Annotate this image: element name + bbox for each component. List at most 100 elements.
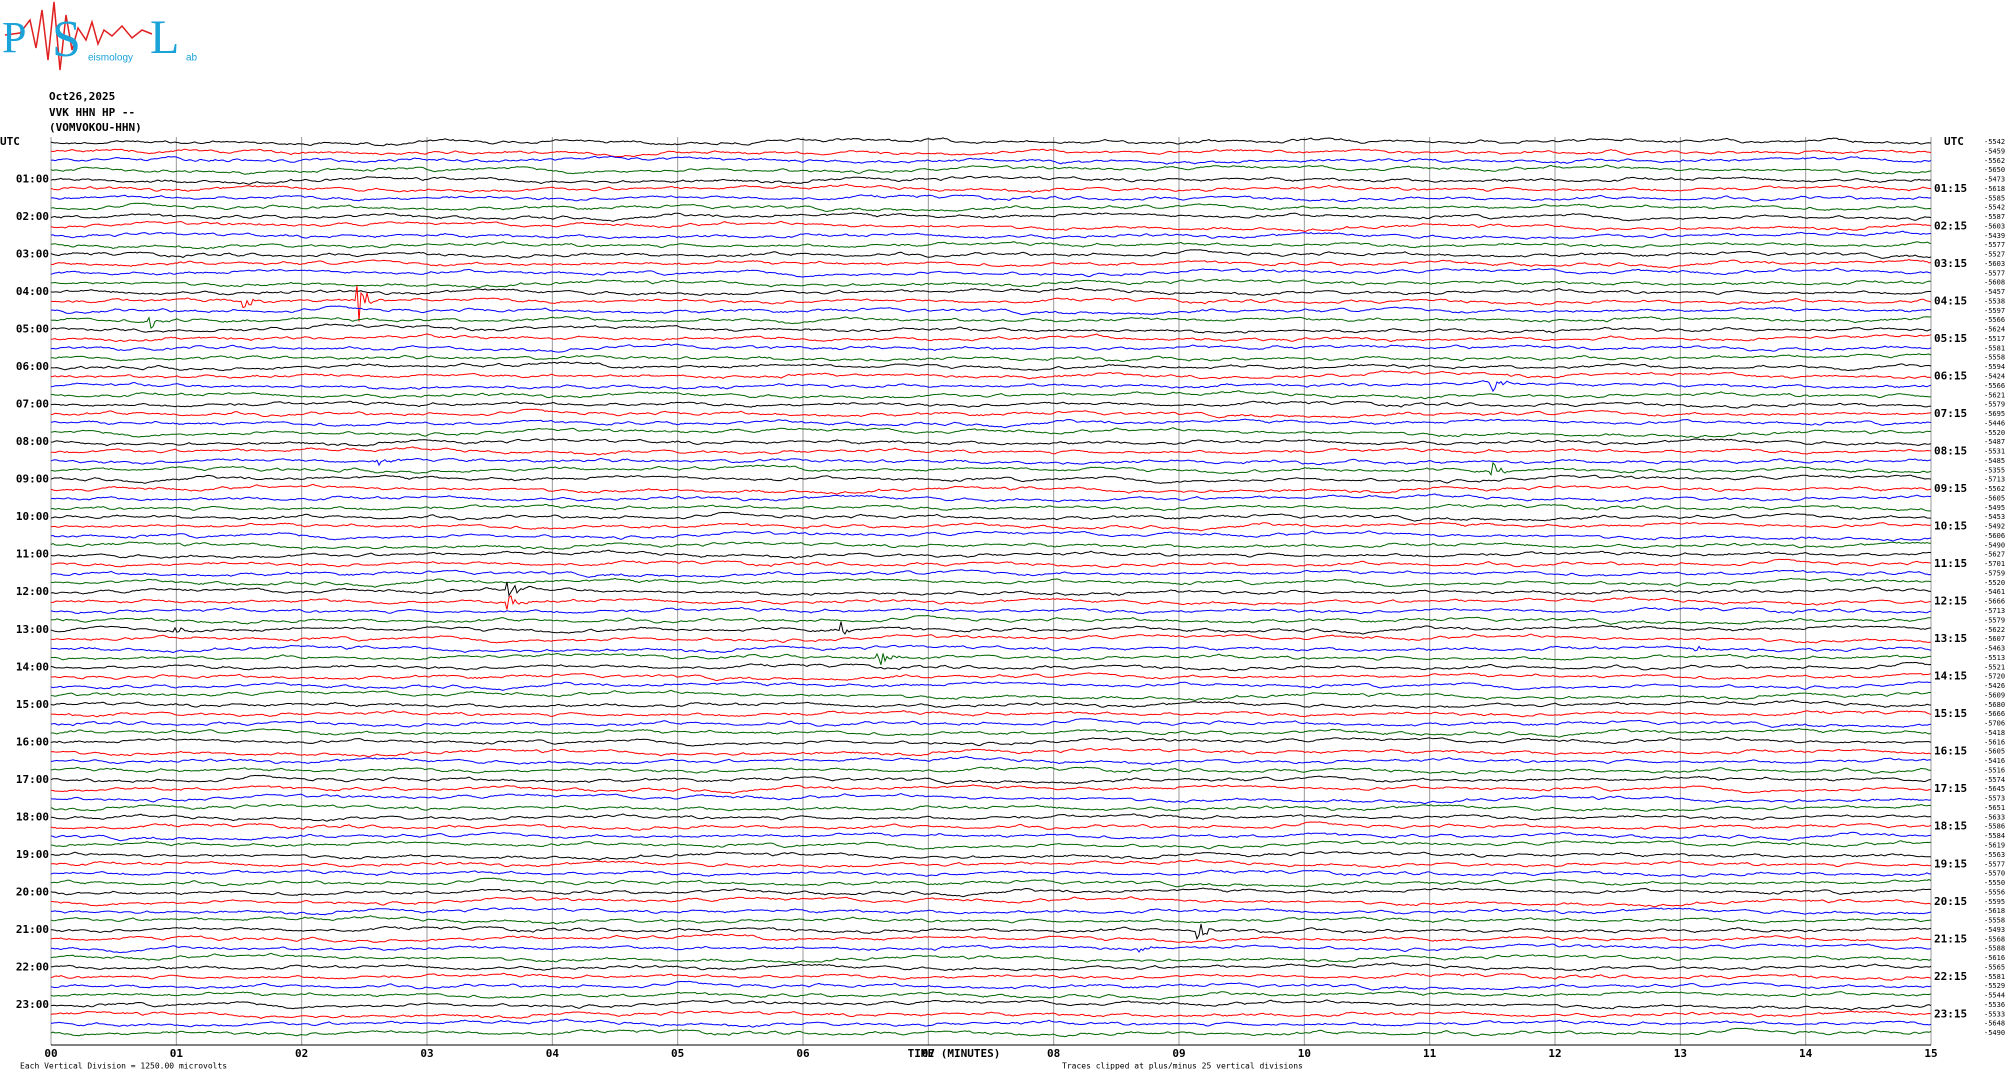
hour-label: 07:00 bbox=[16, 398, 49, 411]
trace-offset: -5577 bbox=[1984, 269, 2005, 277]
trace-offset: -5562 bbox=[1984, 157, 2005, 165]
trace bbox=[50, 952, 1932, 964]
x-tick-label: 06 bbox=[796, 1047, 810, 1060]
trace-offset: -5565 bbox=[1984, 963, 2005, 971]
trace-offset: -5607 bbox=[1984, 635, 2005, 643]
trace bbox=[50, 530, 1932, 542]
trace bbox=[50, 907, 1932, 916]
trace bbox=[50, 766, 1931, 775]
trace bbox=[50, 718, 1932, 728]
trace-offset: -5651 bbox=[1984, 804, 2005, 812]
trace-offset: -5606 bbox=[1984, 532, 2005, 540]
trace-offset: -5594 bbox=[1984, 363, 2005, 371]
trace bbox=[50, 614, 1931, 625]
trace bbox=[50, 792, 1932, 805]
trace-offset: -5573 bbox=[1984, 795, 2005, 803]
hour-label: 18:00 bbox=[16, 810, 49, 823]
trace-offset: -5520 bbox=[1984, 579, 2005, 587]
trace bbox=[50, 194, 1932, 203]
trace bbox=[50, 474, 1932, 484]
trace-offset: -5574 bbox=[1984, 776, 2005, 784]
hour-label: 01:15 bbox=[1934, 182, 1967, 195]
trace bbox=[50, 887, 1932, 898]
hour-label: 09:00 bbox=[16, 473, 49, 486]
trace-offset: -5459 bbox=[1984, 147, 2005, 155]
trace-offset: -5542 bbox=[1984, 204, 2005, 212]
trace-offset: -5495 bbox=[1984, 504, 2005, 512]
trace-offset: -5616 bbox=[1984, 954, 2005, 962]
hour-label: 13:15 bbox=[1934, 632, 1967, 645]
logo-letter: P bbox=[2, 13, 26, 62]
trace bbox=[50, 175, 1932, 185]
trace-offset: -5587 bbox=[1984, 213, 2005, 221]
hour-label: 05:15 bbox=[1934, 332, 1967, 345]
trace-offset: -5624 bbox=[1984, 326, 2005, 334]
trace bbox=[50, 558, 1932, 569]
hour-label: 02:00 bbox=[16, 210, 49, 223]
hour-label: 03:00 bbox=[16, 248, 49, 261]
x-tick-label: 05 bbox=[671, 1047, 684, 1060]
trace bbox=[50, 137, 1932, 147]
hour-label: 14:00 bbox=[16, 660, 49, 673]
station: VVK HHN HP -- bbox=[49, 106, 135, 119]
hour-label: 17:00 bbox=[16, 773, 49, 786]
trace bbox=[50, 803, 1932, 812]
trace bbox=[50, 220, 1932, 233]
trace-offset: -5609 bbox=[1984, 691, 2005, 699]
trace-offset: -5650 bbox=[1984, 166, 2005, 174]
date: Oct26,2025 bbox=[49, 90, 115, 103]
hour-label: 07:15 bbox=[1934, 407, 1967, 420]
trace bbox=[50, 821, 1932, 831]
hour-label: 10:00 bbox=[16, 510, 49, 523]
trace bbox=[50, 503, 1932, 512]
hour-label: 20:15 bbox=[1934, 895, 1967, 908]
hour-label: 01:00 bbox=[16, 173, 49, 186]
trace-offset: -5622 bbox=[1984, 626, 2005, 634]
trace bbox=[50, 241, 1932, 250]
grid bbox=[50, 137, 1932, 1045]
hour-label: 02:15 bbox=[1934, 219, 1967, 232]
trace bbox=[50, 541, 1932, 550]
trace bbox=[50, 267, 1932, 278]
trace-offset: -5566 bbox=[1984, 382, 2005, 390]
trace-offset: -5563 bbox=[1984, 851, 2005, 859]
x-axis-title: TIME (MINUTES) bbox=[908, 1047, 1001, 1060]
trace-offset: -5529 bbox=[1984, 982, 2005, 990]
trace bbox=[50, 644, 1932, 654]
logo-letter: S bbox=[52, 11, 81, 68]
trace bbox=[50, 1027, 1932, 1038]
trace bbox=[50, 521, 1932, 532]
trace bbox=[50, 549, 1932, 559]
trace-offset: -5713 bbox=[1984, 607, 2005, 615]
trace bbox=[50, 681, 1932, 691]
trace bbox=[50, 689, 1931, 702]
trace bbox=[50, 457, 1932, 467]
trace bbox=[50, 183, 1931, 193]
trace-offset: -5463 bbox=[1984, 645, 2005, 653]
trace-offset: -5579 bbox=[1984, 401, 2005, 409]
hour-label: 23:00 bbox=[16, 998, 49, 1011]
logo: P S L eismology ab bbox=[2, 1, 198, 71]
x-tick-label: 08 bbox=[1047, 1047, 1060, 1060]
trace-offset: -5645 bbox=[1984, 785, 2005, 793]
trace-offset: -5487 bbox=[1984, 438, 2005, 446]
trace bbox=[50, 851, 1932, 861]
trace bbox=[50, 943, 1932, 954]
clip-note: Traces clipped at plus/minus 25 vertical… bbox=[1062, 1062, 1303, 1071]
site: (VOMVOKOU-HHN) bbox=[49, 121, 142, 134]
hour-label: 10:15 bbox=[1934, 520, 1967, 533]
trace-offset: -5536 bbox=[1984, 1001, 2005, 1009]
trace-offset: -5759 bbox=[1984, 569, 2005, 577]
x-tick-label: 15 bbox=[1924, 1047, 1937, 1060]
trace bbox=[50, 400, 1932, 409]
hour-label: 06:15 bbox=[1934, 370, 1967, 383]
trace bbox=[50, 361, 1932, 372]
trace bbox=[50, 831, 1932, 842]
trace bbox=[50, 333, 1932, 343]
trace-offset: -5558 bbox=[1984, 917, 2005, 925]
trace-offset: -5426 bbox=[1984, 682, 2005, 690]
trace-offset: -5558 bbox=[1984, 354, 2005, 362]
trace-offset: -5666 bbox=[1984, 598, 2005, 606]
hour-label: 19:15 bbox=[1934, 857, 1967, 870]
